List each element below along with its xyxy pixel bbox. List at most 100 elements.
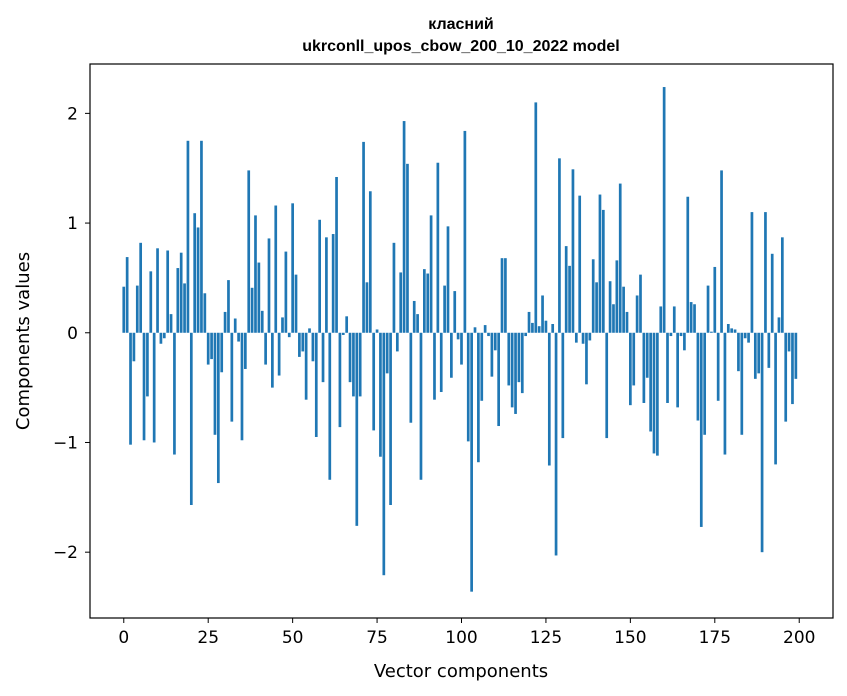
bar-49 [287, 332, 291, 338]
bar-170 [696, 332, 700, 421]
bar-180 [730, 328, 734, 333]
bar-173 [706, 285, 710, 333]
y-axis-ticks: −2 −1 0 1 2 [53, 104, 90, 563]
bar-109 [490, 332, 494, 377]
bar-43 [267, 238, 271, 333]
bar-11 [159, 332, 163, 344]
bar-22 [196, 227, 200, 333]
bar-66 [345, 316, 349, 333]
bar-19 [186, 140, 190, 333]
bar-95 [443, 285, 446, 333]
bar-35 [240, 332, 244, 441]
bar-121 [531, 322, 534, 333]
bar-7 [146, 332, 149, 397]
bar-series [122, 87, 798, 592]
bar-61 [328, 332, 332, 480]
bar-111 [497, 332, 500, 427]
bar-156 [649, 332, 652, 432]
bar-17 [179, 252, 183, 333]
bar-120 [527, 311, 531, 333]
bar-79 [389, 332, 392, 505]
bar-166 [683, 332, 686, 351]
bar-51 [294, 274, 298, 333]
bar-101 [463, 130, 467, 333]
bar-153 [639, 274, 642, 333]
bar-161 [666, 332, 669, 403]
bar-69 [355, 332, 359, 526]
bar-147 [618, 183, 622, 333]
bar-2 [129, 332, 132, 445]
bar-143 [605, 332, 609, 439]
bar-14 [169, 314, 173, 333]
bar-23 [200, 140, 203, 333]
bar-3 [132, 332, 136, 362]
bar-52 [298, 332, 301, 357]
bar-103 [470, 332, 473, 592]
bar-188 [757, 332, 761, 374]
bar-151 [632, 332, 636, 386]
bar-90 [426, 273, 430, 333]
bar-32 [230, 332, 234, 422]
bar-62 [331, 234, 335, 333]
bar-197 [787, 332, 791, 352]
bar-80 [392, 242, 396, 333]
bar-155 [645, 332, 649, 378]
bar-135 [578, 195, 582, 333]
bar-137 [585, 332, 588, 385]
bar-174 [710, 331, 713, 333]
bar-8 [149, 271, 153, 333]
bar-175 [713, 266, 717, 333]
bar-102 [466, 332, 470, 442]
bar-53 [301, 332, 305, 352]
bar-58 [318, 219, 321, 333]
bar-172 [703, 332, 707, 435]
bar-63 [335, 176, 338, 333]
y-tick-label: 0 [67, 324, 78, 344]
bar-38 [250, 287, 254, 333]
bar-71 [362, 141, 365, 333]
bar-154 [642, 332, 646, 403]
bar-106 [480, 332, 484, 401]
bar-92 [433, 332, 436, 400]
bar-150 [629, 332, 632, 406]
bar-87 [416, 314, 419, 333]
bar-89 [423, 269, 426, 333]
bar-190 [764, 212, 767, 333]
bar-70 [358, 332, 362, 397]
bar-184 [743, 332, 747, 339]
bar-40 [257, 262, 261, 333]
bar-41 [260, 310, 264, 333]
bar-118 [520, 332, 524, 394]
bar-12 [162, 332, 166, 339]
bar-68 [352, 332, 355, 397]
bar-15 [173, 332, 176, 455]
bar-42 [264, 332, 267, 365]
y-tick-label: 2 [67, 104, 78, 124]
bar-149 [625, 311, 629, 333]
bar-46 [277, 332, 281, 376]
x-tick-label: 50 [282, 628, 304, 648]
bar-36 [244, 332, 247, 369]
plot-frame [89, 63, 834, 619]
bar-124 [541, 295, 544, 333]
bar-30 [223, 311, 227, 333]
y-tick-label: −2 [53, 543, 78, 563]
x-tick-label: 200 [783, 628, 815, 648]
bar-93 [436, 162, 440, 333]
bar-117 [517, 332, 521, 383]
bar-91 [429, 215, 433, 333]
bar-194 [777, 317, 781, 333]
bar-105 [477, 332, 480, 463]
bar-144 [608, 281, 612, 333]
bar-18 [183, 283, 186, 333]
bar-167 [686, 196, 690, 333]
x-tick-label: 100 [445, 628, 477, 648]
chart-subtitle: ukrconll_upos_cbow_200_10_2022 model [302, 38, 619, 55]
bar-28 [216, 332, 220, 484]
x-axis-ticks: 0 25 50 75 100 125 150 175 200 [118, 618, 815, 648]
bar-45 [274, 205, 278, 333]
bar-179 [726, 324, 730, 333]
bar-134 [574, 332, 578, 343]
bar-56 [311, 332, 315, 362]
